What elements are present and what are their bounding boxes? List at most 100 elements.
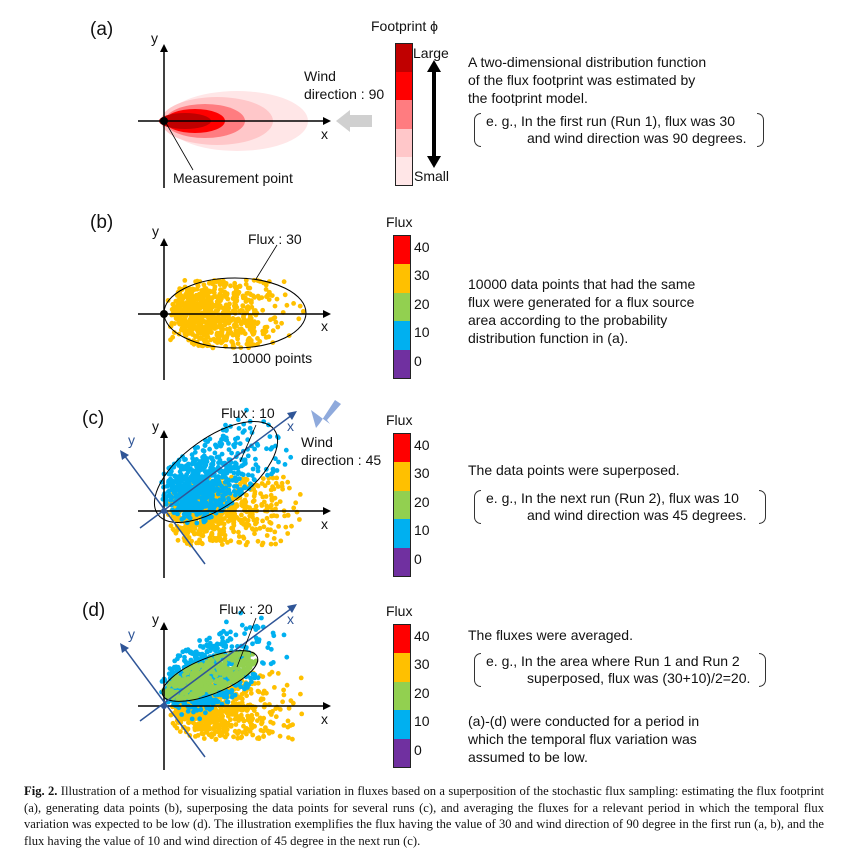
x-axis-arrowhead-a — [323, 117, 331, 125]
y-axis-arrowhead-b — [160, 238, 168, 246]
data-point — [222, 293, 228, 299]
data-point — [212, 286, 218, 292]
data-point — [245, 707, 251, 712]
data-point — [240, 716, 246, 722]
data-point — [207, 288, 212, 294]
data-point — [298, 691, 303, 697]
data-point — [245, 727, 251, 732]
data-point — [183, 308, 189, 313]
data-point — [281, 687, 286, 693]
data-point — [272, 303, 278, 309]
data-point — [243, 295, 248, 301]
data-point — [263, 287, 269, 292]
data-point — [207, 640, 213, 646]
data-point — [185, 292, 190, 298]
description-d: The fluxes were averaged. — [468, 626, 633, 644]
data-point — [260, 691, 266, 696]
data-point — [207, 299, 212, 304]
data-point — [285, 718, 291, 724]
data-point — [273, 319, 279, 325]
description-a-line: A two-dimensional distribution function — [468, 54, 707, 70]
data-point — [288, 698, 294, 704]
data-point — [213, 308, 219, 313]
data-point — [202, 313, 208, 319]
flux-tick-label: 40 — [414, 628, 430, 644]
data-point — [225, 713, 231, 719]
data-point — [260, 328, 266, 334]
data-point — [281, 279, 287, 285]
data-point — [202, 324, 208, 330]
data-point — [183, 647, 189, 653]
data-point — [233, 632, 239, 638]
data-point — [246, 662, 252, 668]
data-point — [277, 733, 283, 739]
data-point — [196, 651, 202, 657]
data-point — [215, 340, 220, 345]
y-axis-label-b: y — [152, 223, 159, 239]
data-point — [239, 330, 245, 335]
data-point — [195, 726, 201, 731]
data-point — [189, 651, 195, 656]
data-point — [226, 680, 232, 686]
data-point — [183, 329, 189, 334]
data-point — [217, 676, 223, 682]
data-point — [181, 672, 187, 678]
data-point — [208, 330, 214, 335]
data-point — [198, 707, 204, 713]
rotated-y-label-d: y — [128, 626, 135, 642]
panel-label-b: (b) — [90, 212, 114, 233]
data-point — [256, 689, 262, 695]
data-point — [242, 631, 248, 636]
data-point — [259, 717, 265, 723]
data-point — [175, 656, 180, 662]
large-arrowhead-icon — [427, 60, 441, 72]
y-axis-label-a: y — [151, 30, 158, 46]
footprint-colorbar — [395, 43, 413, 186]
data-point — [228, 629, 233, 635]
data-point — [214, 279, 219, 285]
footprint-colorbar-segment — [396, 44, 412, 73]
data-point — [211, 719, 216, 725]
data-point — [210, 302, 215, 308]
x-axis-label-a: x — [321, 126, 328, 142]
data-point — [272, 685, 277, 690]
data-point — [213, 646, 219, 651]
data-point — [223, 671, 229, 677]
data-point — [250, 641, 255, 647]
data-point — [197, 716, 203, 722]
flux-tick-label: 30 — [414, 465, 430, 482]
data-point — [291, 301, 296, 306]
data-point — [192, 287, 198, 292]
flux-tick-label: 30 — [414, 267, 430, 284]
data-point — [245, 320, 251, 326]
x-axis-arrowhead-d — [323, 702, 331, 710]
data-point — [218, 326, 224, 331]
panel-label-c: (c) — [82, 408, 105, 429]
data-point — [263, 328, 269, 334]
data-point — [248, 338, 254, 343]
data-point — [251, 342, 257, 348]
description-b-line: 10000 data points that had the same — [468, 276, 696, 292]
note-d-line: (a)-(d) were conducted for a period in — [468, 713, 700, 729]
example-d: e. g., In the area where Run 1 and Run 2… — [474, 653, 766, 687]
data-point — [271, 633, 277, 639]
footprint-colorbar-segment — [396, 100, 412, 129]
data-point — [218, 317, 223, 323]
data-point — [196, 302, 202, 307]
data-point — [229, 694, 235, 700]
data-point — [235, 341, 241, 346]
data-point — [184, 287, 190, 292]
data-point — [218, 712, 224, 718]
data-point — [235, 333, 241, 338]
footprint-colorbar-segment — [396, 128, 412, 157]
example-d-line: e. g., In the area where Run 1 and Run 2 — [486, 653, 740, 669]
data-point — [267, 289, 272, 295]
data-point — [208, 660, 214, 666]
data-point — [228, 636, 234, 642]
data-point — [250, 732, 256, 738]
data-point — [245, 306, 251, 312]
data-point — [218, 641, 224, 647]
data-point — [195, 656, 200, 662]
data-point — [234, 323, 240, 329]
data-point — [192, 333, 198, 339]
